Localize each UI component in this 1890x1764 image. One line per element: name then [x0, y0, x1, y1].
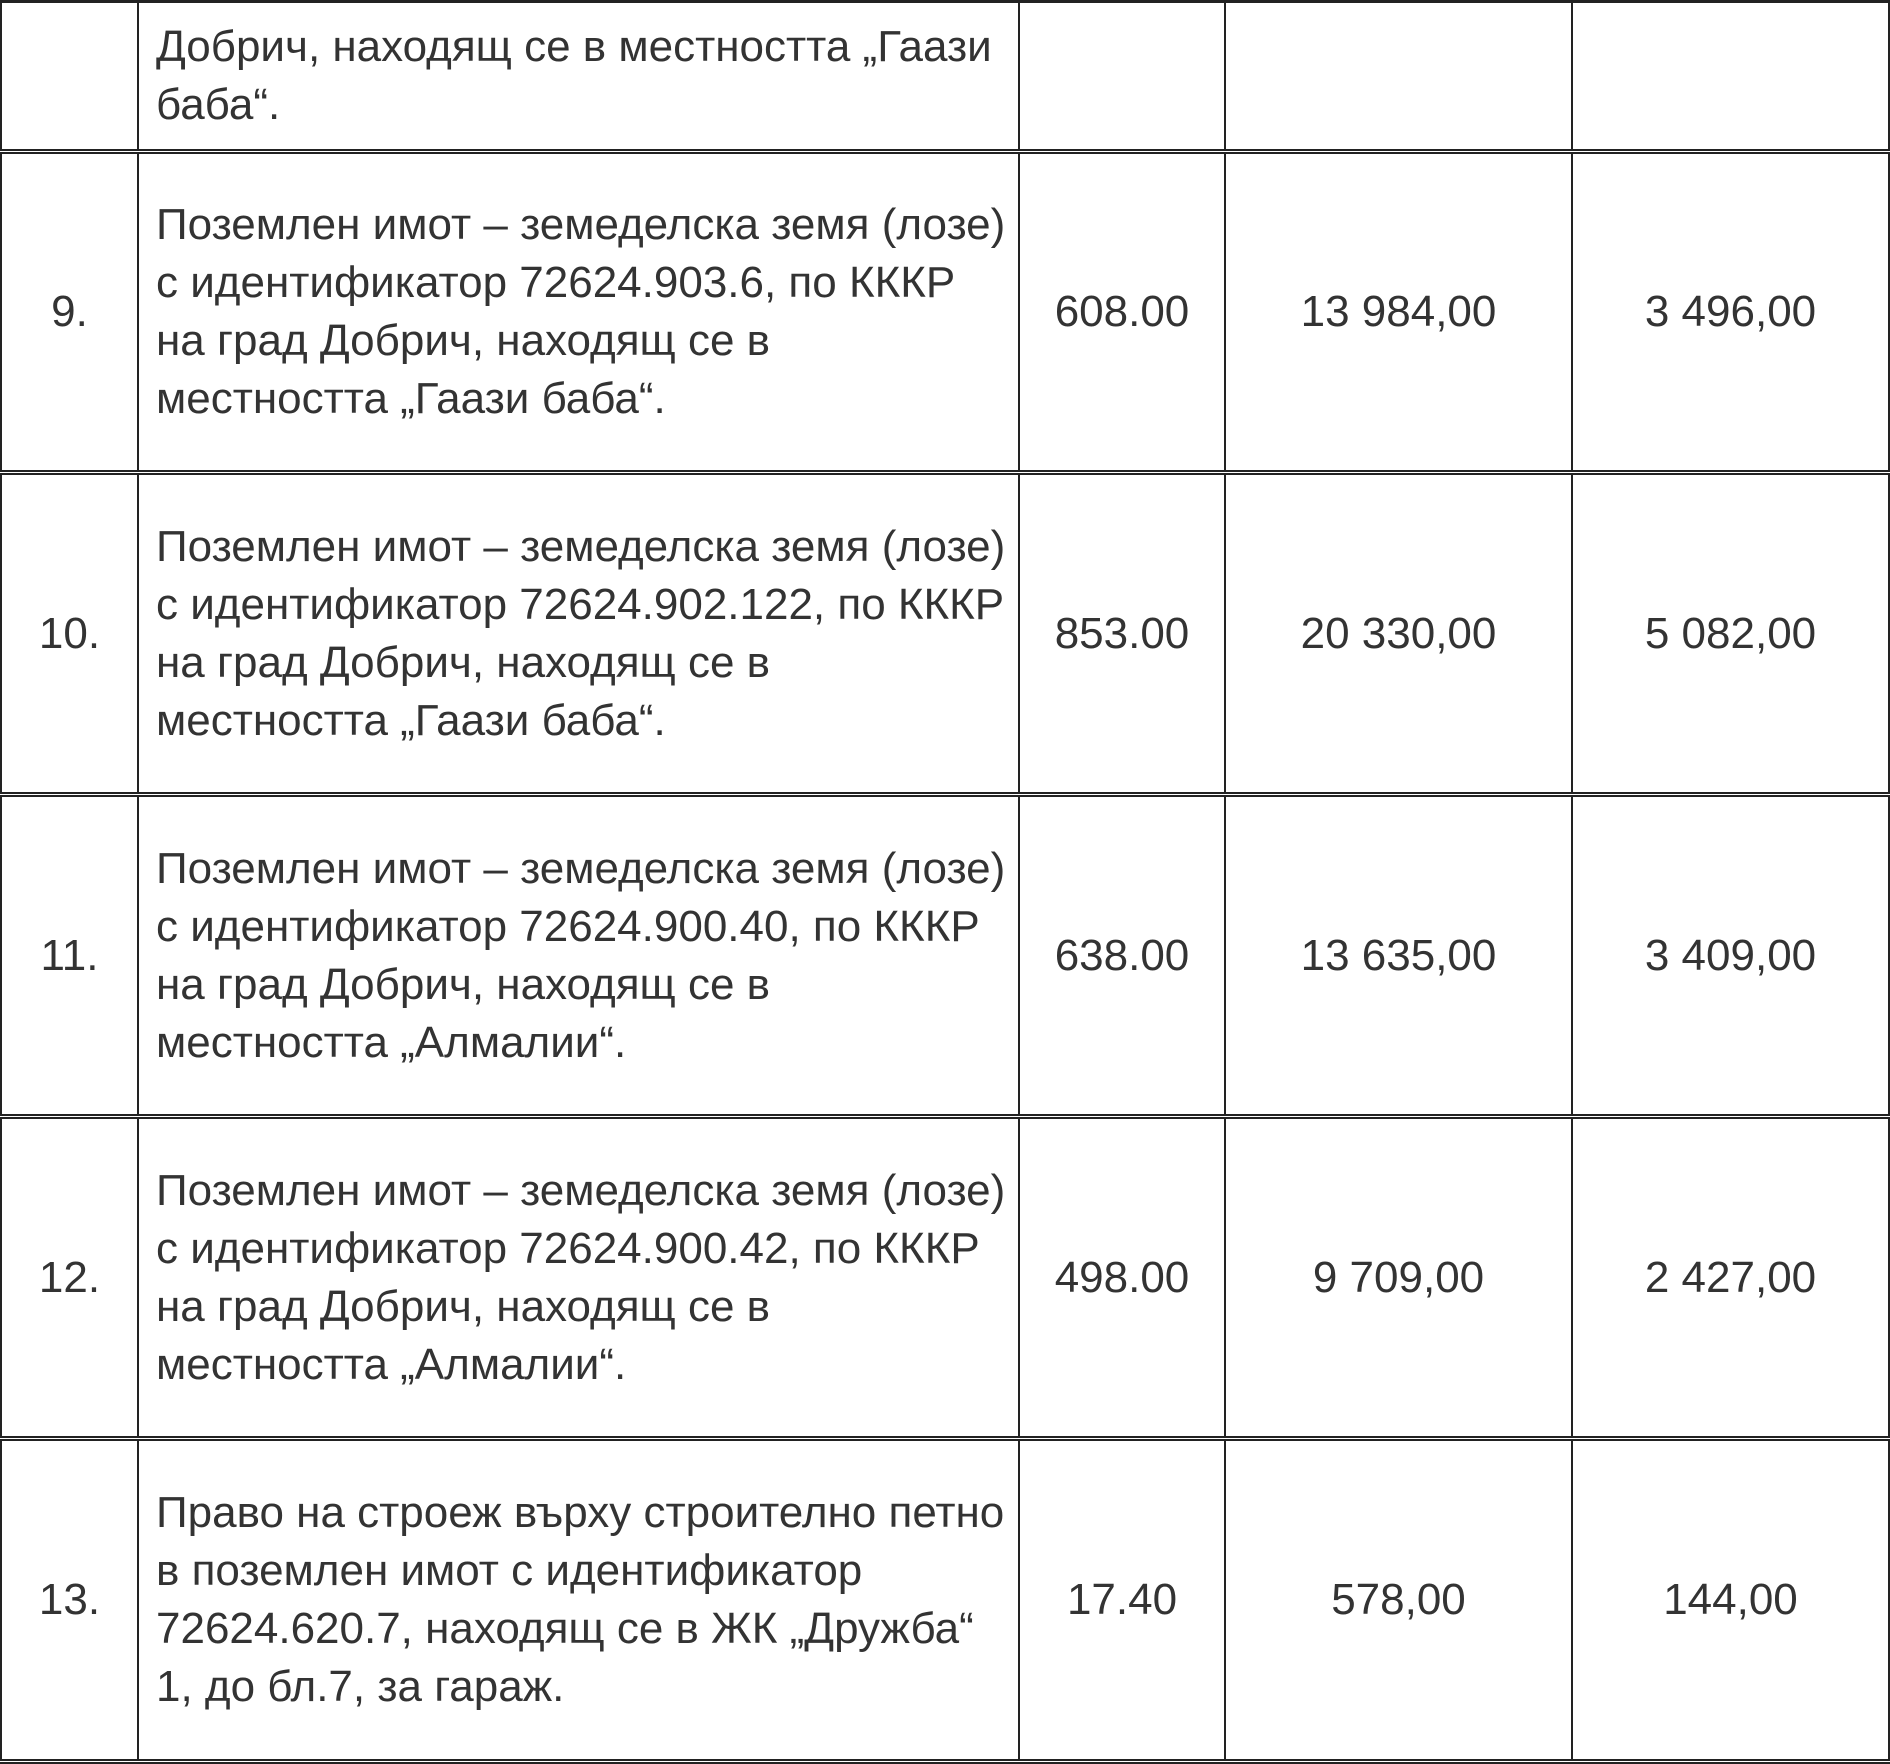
- table-row: 9. Поземлен имот – земеделска земя (лозе…: [0, 149, 1890, 475]
- value-cell-2: 3 496,00: [1571, 149, 1890, 475]
- row-number: 10.: [0, 470, 139, 797]
- property-description: Добрич, находящ се в местността „Гаази б…: [137, 0, 1020, 154]
- area-cell: 498.00: [1018, 1114, 1226, 1441]
- row-number: [0, 0, 139, 154]
- value-cell: 13 635,00: [1224, 792, 1573, 1119]
- value-cell: [1224, 0, 1573, 154]
- table-row: 11. Поземлен имот – земеделска земя (лоз…: [0, 792, 1890, 1119]
- table-row: 10. Поземлен имот – земеделска земя (лоз…: [0, 470, 1890, 797]
- area-cell: 608.00: [1018, 149, 1226, 475]
- value-cell: 578,00: [1224, 1436, 1573, 1764]
- property-description: Поземлен имот – земеделска земя (лозе) с…: [137, 149, 1020, 475]
- value-cell-2: 2 427,00: [1571, 1114, 1890, 1441]
- property-description: Поземлен имот – земеделска земя (лозе) с…: [137, 1114, 1020, 1441]
- value-cell-2: 3 409,00: [1571, 792, 1890, 1119]
- value-cell: 9 709,00: [1224, 1114, 1573, 1441]
- property-description: Поземлен имот – земеделска земя (лозе) с…: [137, 470, 1020, 797]
- row-number: 12.: [0, 1114, 139, 1441]
- table-row: 12. Поземлен имот – земеделска земя (лоз…: [0, 1114, 1890, 1441]
- property-description: Право на строеж върху строително петно в…: [137, 1436, 1020, 1764]
- value-cell-2: 144,00: [1571, 1436, 1890, 1764]
- row-number: 11.: [0, 792, 139, 1119]
- area-cell: [1018, 0, 1226, 154]
- row-number: 9.: [0, 149, 139, 475]
- area-cell: 17.40: [1018, 1436, 1226, 1764]
- area-cell: 638.00: [1018, 792, 1226, 1119]
- row-number: 13.: [0, 1436, 139, 1764]
- table-row: 13. Право на строеж върху строително пет…: [0, 1436, 1890, 1764]
- table-row: Добрич, находящ се в местността „Гаази б…: [0, 0, 1890, 154]
- value-cell: 20 330,00: [1224, 470, 1573, 797]
- value-cell-2: 5 082,00: [1571, 470, 1890, 797]
- value-cell: 13 984,00: [1224, 149, 1573, 475]
- property-description: Поземлен имот – земеделска земя (лозе) с…: [137, 792, 1020, 1119]
- area-cell: 853.00: [1018, 470, 1226, 797]
- value-cell-2: [1571, 0, 1890, 154]
